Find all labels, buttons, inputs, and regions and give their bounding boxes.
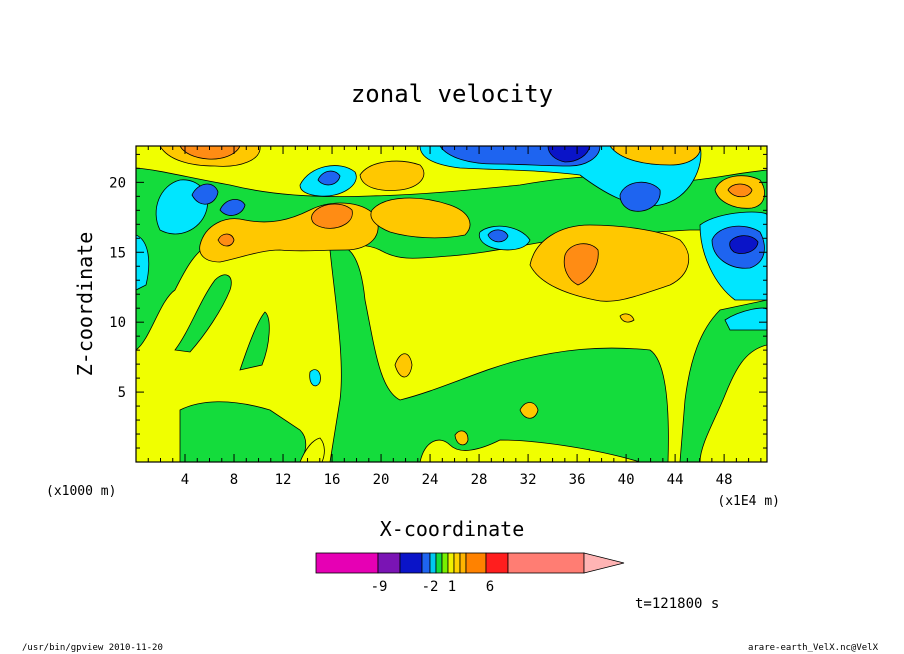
region-orange-tiny — [619, 313, 635, 323]
region-blue-left2 — [219, 199, 246, 216]
y-tick-label: 15 — [109, 245, 126, 261]
colorbar-segment — [453, 552, 461, 574]
region-orange-mid-top — [359, 160, 425, 191]
colorbar-segment — [441, 552, 449, 574]
x-axis-label: X-coordinate — [380, 517, 525, 541]
colorbar-segment — [435, 552, 443, 574]
footer-left: /usr/bin/gpview 2010-11-20 — [22, 643, 163, 653]
colorbar-segment — [399, 552, 423, 574]
colorbar-label: 1 — [448, 579, 456, 595]
colorbar-label: 6 — [486, 579, 494, 595]
x-tick-label: 28 — [471, 472, 488, 488]
colorbar-segment — [421, 552, 431, 574]
region-blue-small — [487, 229, 509, 243]
contour-field — [136, 146, 767, 462]
x-tick-label: 8 — [230, 472, 238, 488]
region-yellow-pocket-2 — [419, 439, 641, 462]
region-yellow-pocket-1 — [299, 437, 325, 462]
x-tick-label: 12 — [275, 472, 292, 488]
region-orange-far-right-core — [727, 183, 753, 198]
y-tick-label: 10 — [109, 315, 126, 331]
region-green-right — [679, 299, 767, 462]
x-tick-labels: 4 8 12 16 20 24 28 32 36 40 44 48 — [181, 472, 733, 488]
colorbar — [315, 552, 625, 574]
x-tick-label: 16 — [324, 472, 341, 488]
x-tick-label: 40 — [618, 472, 635, 488]
colorbar-labels: -9 -2 1 6 — [371, 579, 495, 595]
region-orange-top-right — [609, 146, 701, 166]
plot-frame — [135, 145, 768, 463]
colorbar-segment — [429, 552, 437, 574]
colorbar-label: -2 — [422, 579, 439, 595]
colorbar-segment — [447, 552, 455, 574]
x-tick-label: 4 — [181, 472, 189, 488]
region-orange-right — [529, 224, 689, 302]
region-blue-right-top — [619, 181, 661, 212]
region-cyan-right-low — [724, 307, 767, 331]
x-unit-right: (x1E4 m) — [717, 494, 780, 509]
colorbar-segment — [377, 552, 401, 574]
y-tick-label: 5 — [118, 385, 126, 401]
region-blue-core-top — [547, 146, 591, 163]
chart-title: zonal velocity — [351, 80, 553, 108]
y-axis-label: Z-coordinate — [73, 232, 97, 377]
colorbar-segment — [485, 552, 509, 574]
x-tick-label: 48 — [716, 472, 733, 488]
colorbar-arrow — [583, 552, 625, 574]
x-tick-label: 44 — [667, 472, 684, 488]
axis-ticks — [136, 146, 767, 462]
colorbar-label: -9 — [371, 579, 388, 595]
colorbar-segment — [507, 552, 585, 574]
region-orange-small-left — [217, 233, 235, 247]
x-tick-label: 24 — [422, 472, 439, 488]
time-label: t=121800 s — [635, 596, 719, 612]
region-cyan-dot — [309, 369, 321, 387]
footer-right: arare-earth_VelX.nc@VelX — [748, 643, 879, 653]
x-tick-label: 20 — [373, 472, 390, 488]
y-tick-label: 20 — [109, 175, 126, 191]
region-orange-small-mid3 — [454, 430, 469, 446]
region-orange-small-mid — [394, 353, 413, 378]
region-green-plume-2 — [239, 311, 270, 371]
region-orange-right-core — [563, 243, 599, 286]
region-blue-left — [191, 183, 219, 205]
x-tick-label: 36 — [569, 472, 586, 488]
region-blue-right-core — [729, 235, 759, 254]
colorbar-segment — [465, 552, 487, 574]
region-green-plume-1 — [174, 274, 232, 353]
region-orange-left-core — [311, 203, 353, 229]
colorbar-segment — [459, 552, 467, 574]
colorbar-segment — [315, 552, 379, 574]
region-cyan-edge-left — [136, 234, 150, 291]
region-blue-mid — [317, 170, 341, 186]
x-unit-left: (x1000 m) — [46, 484, 116, 499]
x-tick-label: 32 — [520, 472, 537, 488]
region-orange-top-left-core — [179, 146, 241, 160]
region-orange-center — [370, 197, 471, 239]
y-tick-labels: 5 10 15 20 — [109, 175, 126, 401]
region-orange-small-mid2 — [519, 402, 539, 419]
